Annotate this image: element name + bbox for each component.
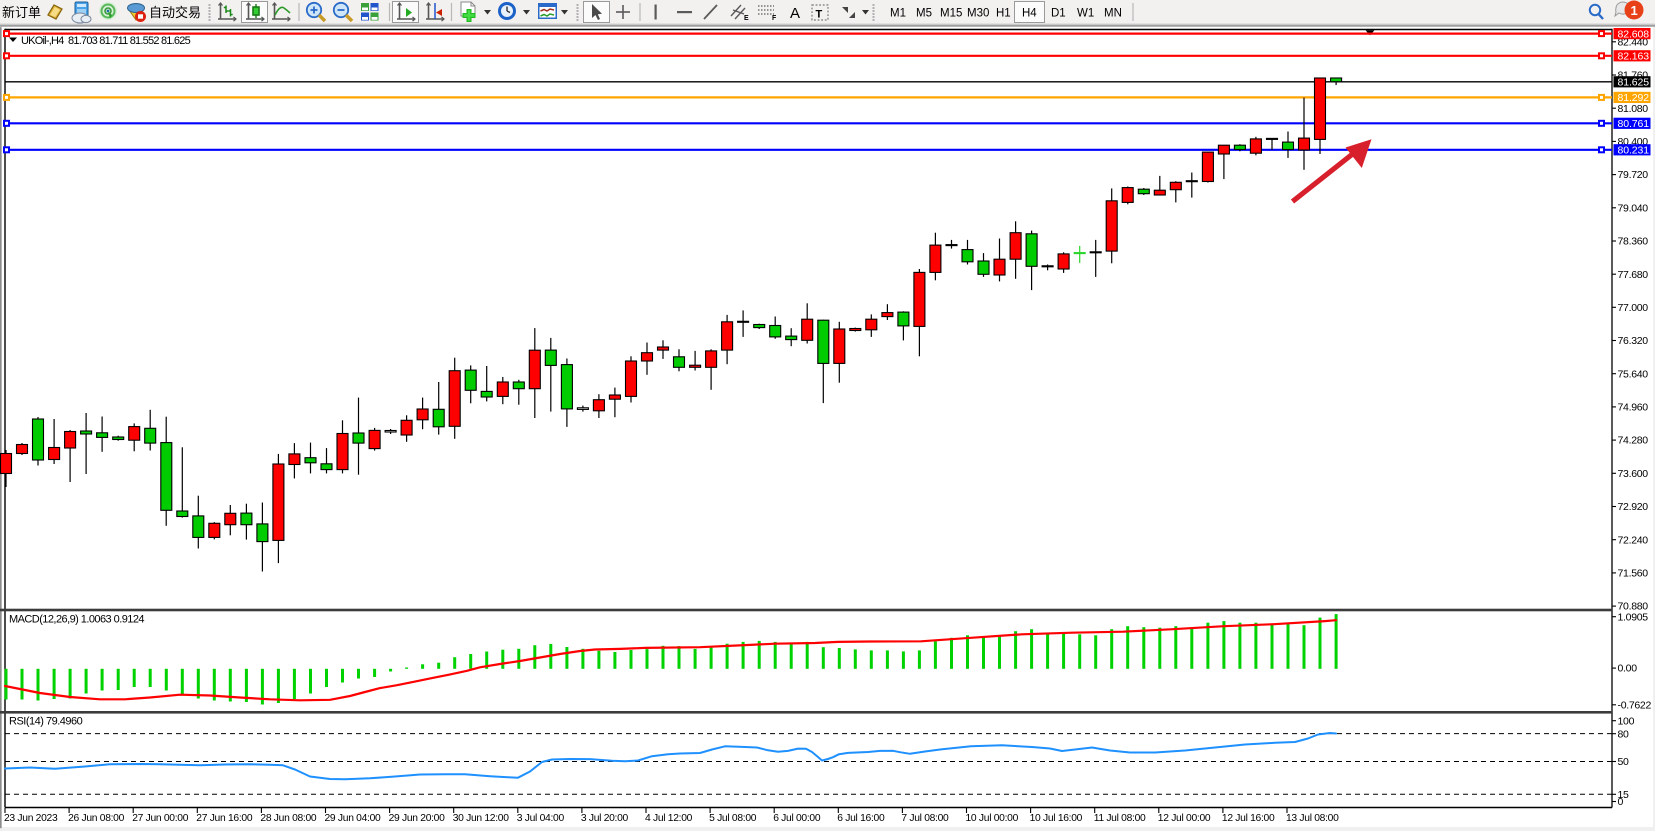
svg-text:F: F [772,15,777,22]
svg-text:82.163: 82.163 [1618,51,1650,63]
svg-text:0.00: 0.00 [1618,663,1638,675]
svg-text:M30: M30 [967,8,989,20]
svg-text:100: 100 [1618,715,1635,727]
svg-text:0: 0 [1618,796,1624,808]
svg-text:80: 80 [1618,728,1630,740]
svg-text:M5: M5 [916,8,932,20]
svg-text:13 Jul 08:00: 13 Jul 08:00 [1286,813,1339,824]
svg-text:82.608: 82.608 [1618,28,1650,40]
svg-text:74.960: 74.960 [1618,402,1649,414]
svg-text:自动交易: 自动交易 [149,5,201,20]
svg-text:RSI(14) 79.4960: RSI(14) 79.4960 [9,715,83,727]
svg-text:3 Jul 04:00: 3 Jul 04:00 [517,813,565,824]
svg-text:74.280: 74.280 [1618,435,1649,447]
svg-text:M1: M1 [890,8,906,20]
svg-text:27 Jun 00:00: 27 Jun 00:00 [132,813,189,824]
svg-text:新订单: 新订单 [2,5,41,20]
svg-text:-0.7622: -0.7622 [1618,699,1652,711]
svg-text:MACD(12,26,9) 1.0063 0.9124: MACD(12,26,9) 1.0063 0.9124 [9,613,144,625]
svg-text:6 Jul 16:00: 6 Jul 16:00 [837,813,885,824]
svg-text:50: 50 [1618,756,1630,768]
svg-text:15: 15 [1618,789,1630,801]
svg-text:1.0905: 1.0905 [1618,611,1649,623]
svg-text:11 Jul 08:00: 11 Jul 08:00 [1094,813,1146,824]
svg-text:79.040: 79.040 [1618,202,1649,214]
svg-text:M15: M15 [940,8,962,20]
svg-text:12 Jul 16:00: 12 Jul 16:00 [1222,813,1275,824]
svg-text:5 Jul 08:00: 5 Jul 08:00 [709,813,757,824]
svg-text:29 Jun 20:00: 29 Jun 20:00 [389,813,446,824]
svg-text:H1: H1 [996,8,1011,20]
svg-text:72.920: 72.920 [1618,501,1649,513]
svg-text:D1: D1 [1051,8,1066,20]
svg-text:71.560: 71.560 [1618,568,1649,580]
svg-text:7 Jul 08:00: 7 Jul 08:00 [901,813,949,824]
svg-text:70.880: 70.880 [1618,601,1649,613]
svg-text:77.000: 77.000 [1618,302,1649,314]
svg-text:W1: W1 [1077,8,1094,20]
svg-text:28 Jun 08:00: 28 Jun 08:00 [260,813,317,824]
svg-text:H4: H4 [1022,8,1037,20]
svg-text:76.320: 76.320 [1618,335,1649,347]
svg-text:72.240: 72.240 [1618,534,1649,546]
svg-text:UKOil-,H4 81.703 81.711 81.55: UKOil-,H4 81.703 81.711 81.552 81.625 [21,35,191,47]
svg-text:26 Jun 08:00: 26 Jun 08:00 [68,813,125,824]
svg-text:81.625: 81.625 [1618,77,1650,89]
svg-text:MN: MN [1104,8,1122,20]
svg-text:10 Jul 00:00: 10 Jul 00:00 [966,813,1019,824]
svg-text:79.720: 79.720 [1618,169,1649,181]
svg-text:12 Jul 00:00: 12 Jul 00:00 [1158,813,1211,824]
svg-text:78.360: 78.360 [1618,236,1649,248]
svg-text:29 Jun 04:00: 29 Jun 04:00 [325,813,382,824]
svg-text:27 Jun 16:00: 27 Jun 16:00 [196,813,253,824]
svg-text:77.680: 77.680 [1618,269,1649,281]
svg-text:80.231: 80.231 [1618,145,1650,157]
svg-text:73.600: 73.600 [1618,468,1649,480]
svg-text:4 Jul 12:00: 4 Jul 12:00 [645,813,693,824]
svg-text:81.080: 81.080 [1618,103,1649,115]
svg-text:1: 1 [1631,3,1638,18]
svg-text:75.640: 75.640 [1618,368,1649,380]
svg-text:82.440: 82.440 [1618,36,1649,48]
svg-text:6 Jul 00:00: 6 Jul 00:00 [773,813,821,824]
svg-text:A: A [790,5,800,22]
svg-text:81.292: 81.292 [1618,92,1650,104]
svg-text:T: T [816,9,823,21]
svg-text:3 Jul 20:00: 3 Jul 20:00 [581,813,629,824]
svg-text:80.761: 80.761 [1618,118,1650,130]
svg-text:23 Jun 2023: 23 Jun 2023 [4,813,58,824]
svg-text:30 Jun 12:00: 30 Jun 12:00 [453,813,510,824]
svg-text:E: E [744,15,749,22]
svg-text:10 Jul 16:00: 10 Jul 16:00 [1030,813,1083,824]
